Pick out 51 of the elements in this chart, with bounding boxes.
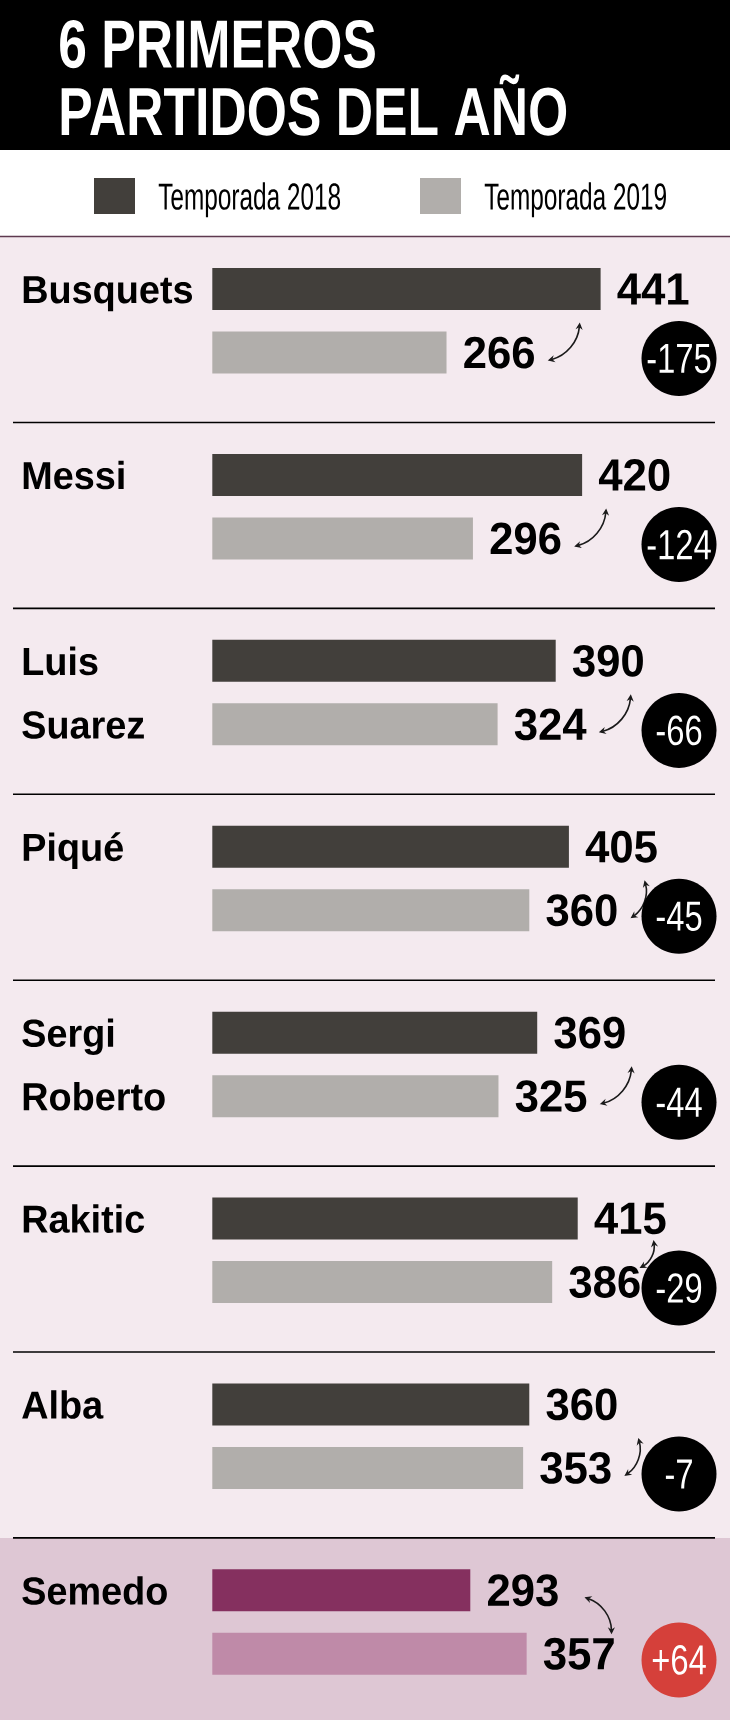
text: -29: [656, 1273, 702, 1303]
text: -45: [656, 901, 702, 931]
y-tick-label: Piqué: [23, 832, 123, 869]
data-label: 325: [515, 1080, 587, 1113]
text: +64: [652, 1645, 706, 1675]
bar: [212, 331, 447, 374]
data-label: 369: [554, 1016, 625, 1049]
bar: [212, 1075, 499, 1118]
bar: [212, 268, 601, 311]
data-label: 386: [569, 1266, 640, 1298]
bar: [212, 639, 556, 682]
chart-title: 6 PRIMEROS PARTIDOS DEL AÑO: [60, 19, 567, 136]
bar: [212, 1632, 527, 1675]
bar: [212, 1446, 524, 1489]
data-label: 420: [598, 459, 670, 491]
data-label: 266: [464, 336, 534, 369]
text: -175: [647, 343, 711, 374]
data-label: 360: [546, 1388, 617, 1421]
text: -44: [656, 1087, 702, 1117]
data-label: 405: [585, 830, 657, 863]
y-tick-label: Alba: [22, 1390, 104, 1419]
data-label: 360: [546, 894, 617, 927]
text: -124: [647, 529, 711, 560]
y-tick-label: Messi: [23, 460, 124, 490]
text: -66: [656, 715, 702, 746]
bar: [212, 453, 583, 496]
bar: [212, 889, 530, 932]
y-tick-label: Luis Suarez: [22, 646, 144, 739]
data-label: 296: [490, 522, 561, 555]
bar: [212, 825, 569, 868]
bar: [212, 703, 498, 746]
data-label: 415: [594, 1202, 666, 1235]
data-label: 441: [617, 273, 689, 305]
data-label: 353: [540, 1451, 611, 1484]
y-tick-label: Busquets: [23, 276, 192, 312]
data-label: 357: [543, 1637, 614, 1670]
bar: [212, 1383, 530, 1426]
bar: [212, 517, 473, 560]
bar: [212, 1197, 578, 1240]
y-tick-label: Sergi Roberto: [22, 1018, 165, 1111]
data-label: 390: [572, 644, 643, 677]
y-tick-label: Rakitic: [23, 1204, 145, 1233]
bar: [212, 1261, 553, 1304]
legend-label: Temporada 2018: [158, 182, 341, 218]
bar: [212, 1011, 538, 1054]
data-label: 324: [514, 708, 587, 741]
data-label: 293: [488, 1574, 558, 1607]
y-tick-label: Semedo: [22, 1576, 167, 1605]
bar: [212, 1569, 471, 1612]
text: -7: [665, 1459, 692, 1489]
legend-label: Temporada 2019: [484, 182, 666, 218]
